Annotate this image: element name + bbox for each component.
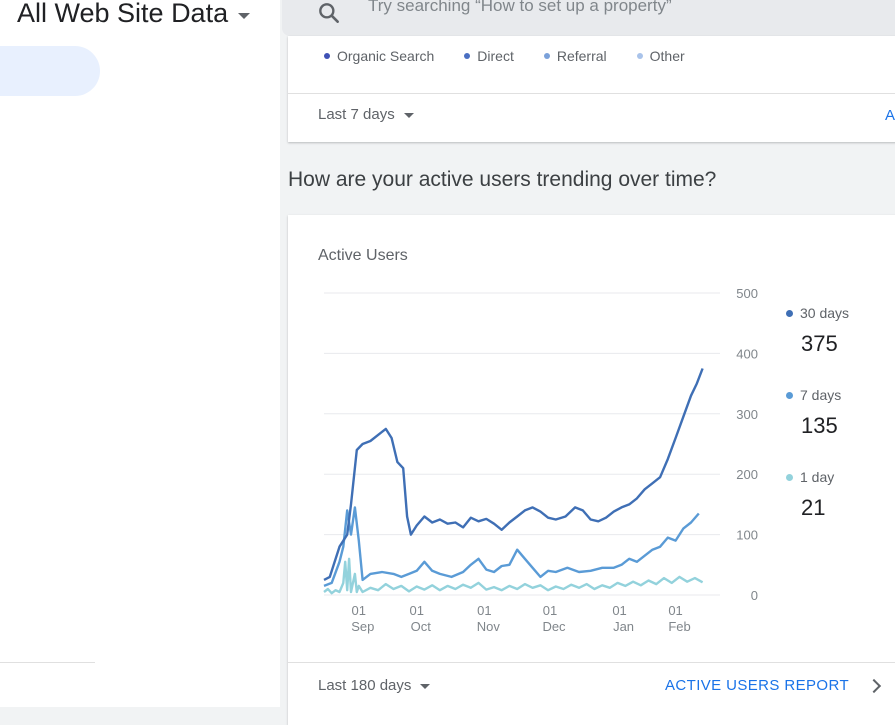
property-selector[interactable]: All Web Site Data bbox=[17, 0, 251, 29]
chevron-down-icon bbox=[238, 12, 251, 19]
left-panel: All Web Site Data bbox=[0, 0, 280, 707]
traffic-channel-card: Organic Search Direct Referral Other Las… bbox=[288, 36, 895, 142]
y-tick-label: 200 bbox=[736, 467, 758, 482]
caret-down-icon bbox=[403, 113, 414, 118]
y-tick-label: 0 bbox=[751, 588, 758, 603]
metric-1-day: 1 day 21 bbox=[786, 469, 834, 521]
legend-dot bbox=[786, 391, 793, 399]
legend-item-referral: Referral bbox=[543, 48, 607, 64]
x-tick-month: Nov bbox=[477, 619, 501, 634]
x-tick-day: 01 bbox=[543, 603, 557, 618]
search-bar[interactable]: Try searching “How to set up a property” bbox=[282, 0, 895, 36]
metric-value: 375 bbox=[801, 331, 838, 356]
nav-item-selected[interactable] bbox=[0, 46, 100, 96]
metric-label: 1 day bbox=[786, 469, 834, 485]
divider bbox=[288, 93, 895, 94]
x-tick-month: Oct bbox=[411, 619, 432, 634]
chevron-right-icon bbox=[866, 678, 882, 693]
report-link-label: ACTIVE USERS REPORT bbox=[665, 677, 850, 694]
y-tick-label: 400 bbox=[736, 346, 758, 361]
x-tick-day: 01 bbox=[477, 603, 491, 618]
property-title: All Web Site Data bbox=[17, 0, 229, 28]
metric-30-days: 30 days 375 bbox=[786, 305, 849, 357]
card-title: Active Users bbox=[318, 247, 408, 264]
x-tick-month: Feb bbox=[668, 619, 690, 634]
search-icon bbox=[319, 3, 339, 23]
date-range-select[interactable]: Last 7 days bbox=[318, 106, 414, 123]
active-users-card: Active Users 0 100 200 300 400 500 01 Sep 01 Oct 0… bbox=[288, 215, 895, 725]
x-tick-day: 01 bbox=[409, 603, 423, 618]
date-range-label: Last 7 days bbox=[318, 106, 395, 123]
legend-dot bbox=[324, 53, 330, 59]
y-tick-label: 300 bbox=[736, 407, 758, 422]
legend-dot bbox=[786, 309, 793, 317]
legend-item-direct: Direct bbox=[464, 48, 514, 64]
metric-7-days: 7 days 135 bbox=[786, 387, 841, 439]
legend-dot bbox=[636, 53, 643, 59]
active-users-chart: 010020030040050001Sep01Oct01Nov01Dec01Ja… bbox=[323, 286, 758, 634]
series-line-30-days bbox=[323, 368, 704, 581]
date-range-select[interactable]: Last 180 days bbox=[318, 677, 431, 694]
metric-label-text: 30 days bbox=[800, 305, 850, 321]
metric-label: 30 days bbox=[786, 305, 849, 321]
section-heading: How are your active users trending over … bbox=[288, 168, 717, 191]
date-range-label: Last 180 days bbox=[318, 677, 412, 694]
legend-dot bbox=[464, 53, 471, 59]
legend-label: Referral bbox=[556, 48, 607, 64]
divider bbox=[288, 662, 895, 663]
x-tick-month: Sep bbox=[351, 619, 374, 634]
legend-item-organic-search: Organic Search bbox=[324, 48, 434, 64]
legend-item-other: Other bbox=[636, 48, 685, 64]
x-tick-day: 01 bbox=[352, 603, 366, 618]
caret-down-icon bbox=[420, 684, 431, 689]
legend-dot bbox=[543, 53, 550, 59]
metric-label: 7 days bbox=[786, 387, 841, 403]
divider bbox=[0, 662, 95, 663]
legend-label: Other bbox=[649, 48, 685, 64]
metric-value: 21 bbox=[801, 495, 826, 520]
metric-value: 135 bbox=[801, 413, 838, 438]
series-line-7-days bbox=[323, 506, 700, 588]
series-line-1-day bbox=[323, 557, 704, 595]
y-tick-label: 100 bbox=[736, 528, 758, 543]
legend-label: Organic Search bbox=[337, 48, 435, 64]
x-tick-month: Dec bbox=[542, 619, 566, 634]
acquisition-report-link[interactable]: A bbox=[885, 107, 895, 124]
metric-label-text: 7 days bbox=[800, 387, 842, 403]
x-tick-month: Jan bbox=[613, 619, 634, 634]
legend-dot bbox=[786, 473, 793, 481]
metric-label-text: 1 day bbox=[800, 469, 835, 485]
legend-label: Direct bbox=[477, 48, 514, 64]
active-users-report-link[interactable]: ACTIVE USERS REPORT bbox=[665, 677, 882, 694]
search-input[interactable]: Try searching “How to set up a property” bbox=[368, 0, 672, 15]
x-tick-day: 01 bbox=[668, 603, 682, 618]
y-tick-label: 500 bbox=[736, 286, 758, 301]
channel-legend: Organic Search Direct Referral Other bbox=[324, 48, 685, 64]
x-tick-day: 01 bbox=[612, 603, 626, 618]
